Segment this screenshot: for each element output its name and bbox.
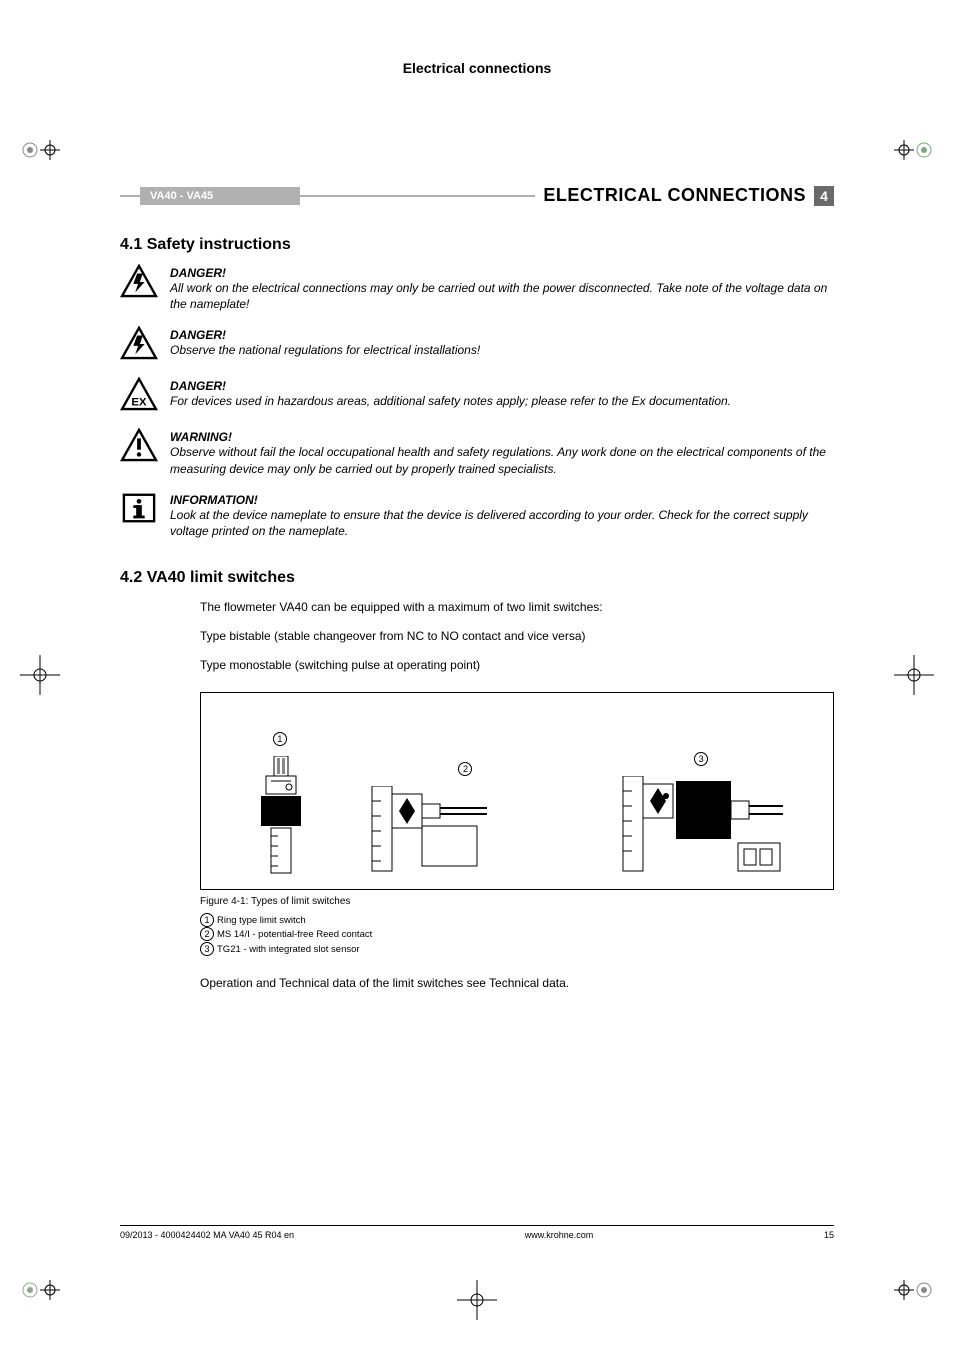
legend-item: Ring type limit switch — [217, 915, 306, 926]
notice-body: Observe the national regulations for ele… — [170, 342, 480, 358]
figure-legend: 1Ring type limit switch 2MS 14/I - poten… — [200, 913, 834, 957]
crop-mark-lc — [20, 655, 60, 695]
crop-mark-bc — [457, 1280, 497, 1320]
notice-body: Observe without fail the local occupatio… — [170, 444, 834, 476]
circled-2: 2 — [458, 762, 472, 776]
crop-mark-br — [894, 1270, 934, 1310]
notice-body: For devices used in hazardous areas, add… — [170, 393, 731, 409]
footer-center: www.krohne.com — [525, 1230, 594, 1240]
footer-page-number: 15 — [824, 1230, 834, 1240]
notice-label: INFORMATION! — [170, 493, 834, 507]
warning-icon — [120, 428, 162, 476]
notice-danger-1: DANGER! All work on the electrical conne… — [120, 264, 834, 312]
notice-danger-ex: EX DANGER! For devices used in hazardous… — [120, 377, 834, 414]
notice-body: All work on the electrical connections m… — [170, 280, 834, 312]
page-footer: 09/2013 - 4000424402 MA VA40 45 R04 en w… — [120, 1225, 834, 1240]
legend-item: MS 14/I - potential-free Reed contact — [217, 929, 372, 940]
subfigure-2: 2 — [367, 761, 567, 879]
page-content: VA40 - VA45 ELECTRICAL CONNECTIONS 4 4.1… — [120, 185, 834, 1004]
notice-danger-2: DANGER! Observe the national regulations… — [120, 326, 834, 363]
notice-label: DANGER! — [170, 379, 731, 393]
ring-switch-icon — [246, 756, 316, 876]
section-title: ELECTRICAL CONNECTIONS — [535, 185, 814, 206]
para: The flowmeter VA40 can be equipped with … — [200, 599, 834, 616]
reed-switch-icon — [367, 786, 567, 876]
para: Type monostable (switching pulse at oper… — [200, 657, 834, 674]
crop-mark-tl — [20, 130, 60, 170]
model-label: VA40 - VA45 — [140, 187, 300, 205]
crop-mark-bl — [20, 1270, 60, 1310]
title-bar: VA40 - VA45 ELECTRICAL CONNECTIONS 4 — [120, 185, 834, 206]
subfigure-1: 1 — [246, 731, 316, 879]
para: Type bistable (stable changeover from NC… — [200, 628, 834, 645]
danger-ex-icon: EX — [120, 377, 162, 414]
subfigure-3: 3 — [618, 751, 788, 879]
notice-warning: WARNING! Observe without fail the local … — [120, 428, 834, 476]
crop-mark-tr — [894, 130, 934, 170]
danger-electrical-icon — [120, 264, 162, 312]
circled-1: 1 — [273, 732, 287, 746]
notice-label: DANGER! — [170, 328, 480, 342]
circled-3: 3 — [694, 752, 708, 766]
section-4-2-body: The flowmeter VA40 can be equipped with … — [200, 599, 834, 992]
figure-4-1: 1 2 — [200, 692, 834, 890]
page-header: Electrical connections — [0, 0, 954, 106]
legend-item: TG21 - with integrated slot sensor — [217, 944, 360, 955]
svg-text:EX: EX — [131, 397, 147, 409]
notice-info: INFORMATION! Look at the device nameplat… — [120, 491, 834, 539]
crop-mark-rc — [894, 655, 934, 695]
danger-electrical-icon — [120, 326, 162, 363]
figure-caption: Figure 4-1: Types of limit switches — [200, 896, 834, 907]
notice-body: Look at the device nameplate to ensure t… — [170, 507, 834, 539]
section-number: 4 — [814, 186, 834, 206]
notice-label: DANGER! — [170, 266, 834, 280]
slot-sensor-icon — [618, 776, 788, 876]
info-icon — [120, 491, 162, 539]
heading-4-2: 4.2 VA40 limit switches — [120, 569, 834, 587]
notice-label: WARNING! — [170, 430, 834, 444]
closing-para: Operation and Technical data of the limi… — [200, 975, 834, 992]
footer-left: 09/2013 - 4000424402 MA VA40 45 R04 en — [120, 1230, 294, 1240]
heading-4-1: 4.1 Safety instructions — [120, 236, 834, 254]
